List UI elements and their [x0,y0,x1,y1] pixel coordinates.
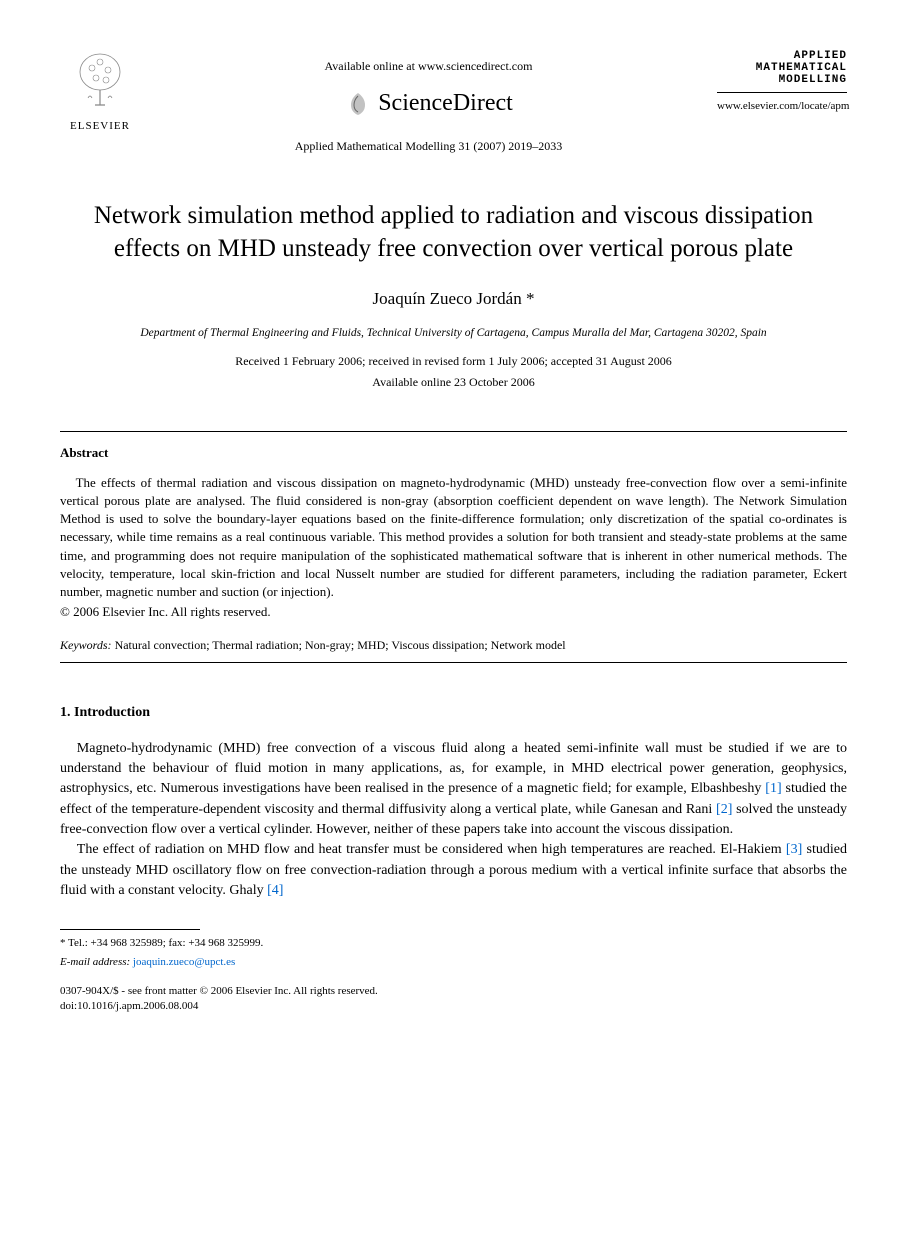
journal-rule [717,92,847,93]
footer: 0307-904X/$ - see front matter © 2006 El… [60,984,847,1015]
author-name: Joaquín Zueco Jordán * [60,287,847,311]
header-row: ELSEVIER Available online at www.science… [60,50,847,155]
footnote-contact: * Tel.: +34 968 325989; fax: +34 968 325… [60,936,847,951]
article-title: Network simulation method applied to rad… [90,200,817,265]
intro-p1-a: Magneto-hydrodynamic (MHD) free convecti… [60,741,847,797]
abstract-bottom-rule [60,662,847,663]
article-dates: Received 1 February 2006; received in re… [60,353,847,370]
ref-link-3[interactable]: [3] [786,842,802,857]
elsevier-tree-icon [70,50,130,110]
footer-line1: 0307-904X/$ - see front matter © 2006 El… [60,984,847,999]
journal-name-line2: MATHEMATICAL [717,62,847,74]
abstract-heading: Abstract [60,444,847,462]
journal-name-line1: APPLIED [717,50,847,62]
keywords-line: Keywords: Natural convection; Thermal ra… [60,637,847,654]
introduction-heading: 1. Introduction [60,703,847,723]
copyright-text: © 2006 Elsevier Inc. All rights reserved… [60,603,847,621]
elsevier-logo: ELSEVIER [60,50,140,135]
journal-name-line3: MODELLING [717,74,847,86]
available-online-date: Available online 23 October 2006 [60,374,847,391]
journal-url: www.elsevier.com/locate/apm [717,99,847,114]
sciencedirect-text: ScienceDirect [378,87,513,121]
center-header: Available online at www.sciencedirect.co… [140,50,717,155]
intro-paragraph-1: Magneto-hydrodynamic (MHD) free convecti… [60,739,847,840]
citation-text: Applied Mathematical Modelling 31 (2007)… [140,138,717,155]
email-link[interactable]: joaquin.zueco@upct.es [133,956,235,968]
footnote-email-line: E-mail address: joaquin.zueco@upct.es [60,955,847,970]
footer-line2: doi:10.1016/j.apm.2006.08.004 [60,999,847,1014]
journal-name: APPLIED MATHEMATICAL MODELLING [717,50,847,86]
author-affiliation: Department of Thermal Engineering and Fl… [60,325,847,341]
sciencedirect-icon [344,90,372,118]
ref-link-4[interactable]: [4] [267,883,283,898]
available-online-text: Available online at www.sciencedirect.co… [140,58,717,75]
journal-logo: APPLIED MATHEMATICAL MODELLING www.elsev… [717,50,847,115]
ref-link-2[interactable]: [2] [716,802,732,817]
keywords-text: Natural convection; Thermal radiation; N… [112,638,566,652]
elsevier-label: ELSEVIER [60,119,140,134]
intro-paragraph-2: The effect of radiation on MHD flow and … [60,840,847,901]
abstract-top-rule [60,431,847,432]
abstract-text: The effects of thermal radiation and vis… [60,474,847,601]
footnote-rule [60,929,200,930]
sciencedirect-brand: ScienceDirect [140,87,717,121]
keywords-label: Keywords: [60,638,112,652]
ref-link-1[interactable]: [1] [765,781,781,796]
email-label: E-mail address: [60,956,130,968]
intro-p2-a: The effect of radiation on MHD flow and … [77,842,786,857]
